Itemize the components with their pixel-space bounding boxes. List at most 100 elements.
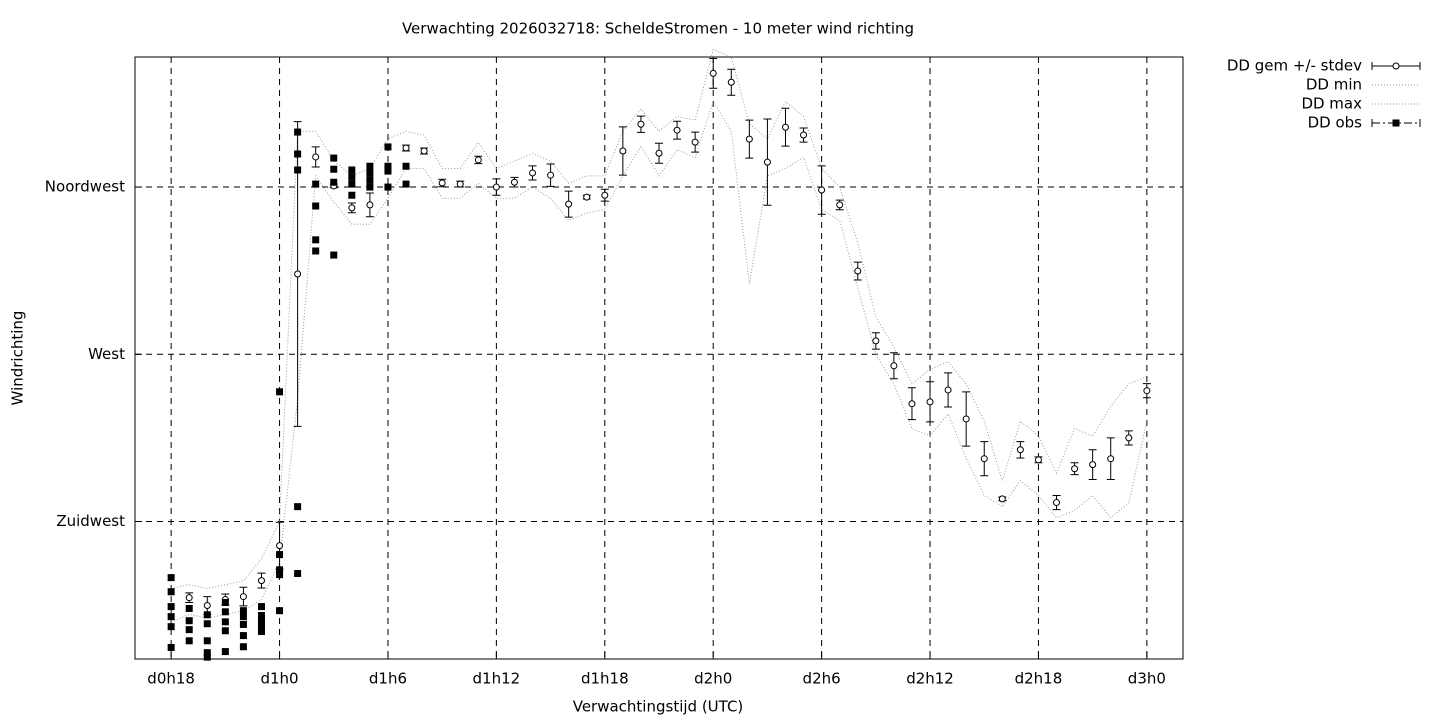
mean-point [890, 362, 898, 370]
obs-point [348, 166, 356, 174]
obs-point [239, 613, 247, 621]
mean-point [601, 191, 609, 199]
obs-point [185, 637, 193, 645]
mean-point [583, 193, 591, 201]
mean-point [492, 183, 500, 191]
obs-point [185, 604, 193, 612]
obs-point [185, 617, 193, 625]
obs-point [294, 503, 302, 511]
mean-point [673, 126, 681, 134]
obs-point [276, 551, 284, 559]
obs-point [294, 166, 302, 174]
mean-point [1125, 434, 1133, 442]
obs-point [221, 608, 229, 616]
obs-point [366, 183, 374, 191]
obs-point [330, 178, 338, 186]
mean-point [980, 455, 988, 463]
mean-point [872, 337, 880, 345]
obs-point [312, 247, 320, 255]
mean-point [510, 178, 518, 186]
mean-point [745, 135, 753, 143]
chart-title: Verwachting 2026032718: ScheldeStromen -… [402, 20, 914, 38]
mean-point [239, 593, 247, 601]
mean-point [926, 398, 934, 406]
mean-point [1107, 455, 1115, 463]
mean-point [1089, 461, 1097, 469]
mean-point [276, 542, 284, 550]
obs-point [239, 607, 247, 615]
x-tick-label: d1h6 [369, 670, 407, 688]
obs-point [348, 180, 356, 188]
obs-point [294, 150, 302, 158]
mean-point [763, 158, 771, 166]
range-line [171, 48, 1148, 589]
obs-point [276, 566, 284, 574]
obs-point [312, 202, 320, 210]
mean-point [529, 169, 537, 177]
obs-point [402, 180, 410, 188]
mean-point [257, 577, 265, 585]
x-tick-label: d0h18 [147, 670, 195, 688]
mean-point [203, 601, 211, 609]
x-tick-label: d2h18 [1015, 670, 1063, 688]
x-tick-label: d1h12 [473, 670, 521, 688]
mean-point [709, 69, 717, 77]
mean-point [547, 171, 555, 179]
mean-point [691, 138, 699, 146]
y-tick-label: Noordwest [45, 178, 125, 196]
y-axis-label: Windrichting [9, 311, 27, 406]
mean-point [1143, 387, 1151, 395]
obs-point [167, 603, 175, 611]
mean-point [637, 120, 645, 128]
mean-point [348, 204, 356, 212]
obs-point [185, 626, 193, 634]
mean-point [185, 594, 193, 602]
obs-point [330, 251, 338, 259]
mean-point [836, 201, 844, 209]
mean-point [402, 144, 410, 152]
mean-point [962, 415, 970, 423]
mean-point [854, 267, 862, 275]
obs-point [167, 574, 175, 582]
range-line [170, 100, 1148, 623]
plot-border [134, 56, 1184, 660]
obs-point [348, 173, 356, 181]
legend-label: DD obs [1308, 114, 1363, 132]
obs-point [366, 169, 374, 177]
x-tick-label: d2h12 [906, 670, 954, 688]
mean-point [474, 156, 482, 164]
mean-point [944, 386, 952, 394]
obs-point [203, 653, 211, 661]
mean-point [312, 153, 320, 161]
obs-point [203, 620, 211, 628]
legend-label: DD min [1306, 76, 1362, 94]
obs-point [330, 154, 338, 162]
obs-point [239, 632, 247, 640]
legend-label: DD gem +/- stdev [1227, 57, 1362, 75]
obs-point [203, 649, 211, 657]
obs-point [294, 570, 302, 578]
obs-point [203, 611, 211, 619]
obs-point [239, 643, 247, 651]
mean-point [1034, 456, 1042, 464]
legend-label: DD max [1301, 95, 1362, 113]
obs-point [221, 599, 229, 607]
mean-point [294, 270, 302, 278]
legend-swatch [1392, 62, 1400, 70]
obs-point [330, 165, 338, 173]
obs-point [221, 618, 229, 626]
obs-point [257, 612, 265, 620]
mean-point [565, 200, 573, 208]
obs-point [312, 236, 320, 244]
obs-point [366, 176, 374, 184]
mean-point [655, 149, 663, 157]
obs-point [366, 162, 374, 170]
obs-point [221, 627, 229, 635]
mean-point [908, 400, 916, 408]
obs-point [402, 162, 410, 170]
x-tick-label: d1h0 [260, 670, 298, 688]
obs-point [276, 388, 284, 396]
